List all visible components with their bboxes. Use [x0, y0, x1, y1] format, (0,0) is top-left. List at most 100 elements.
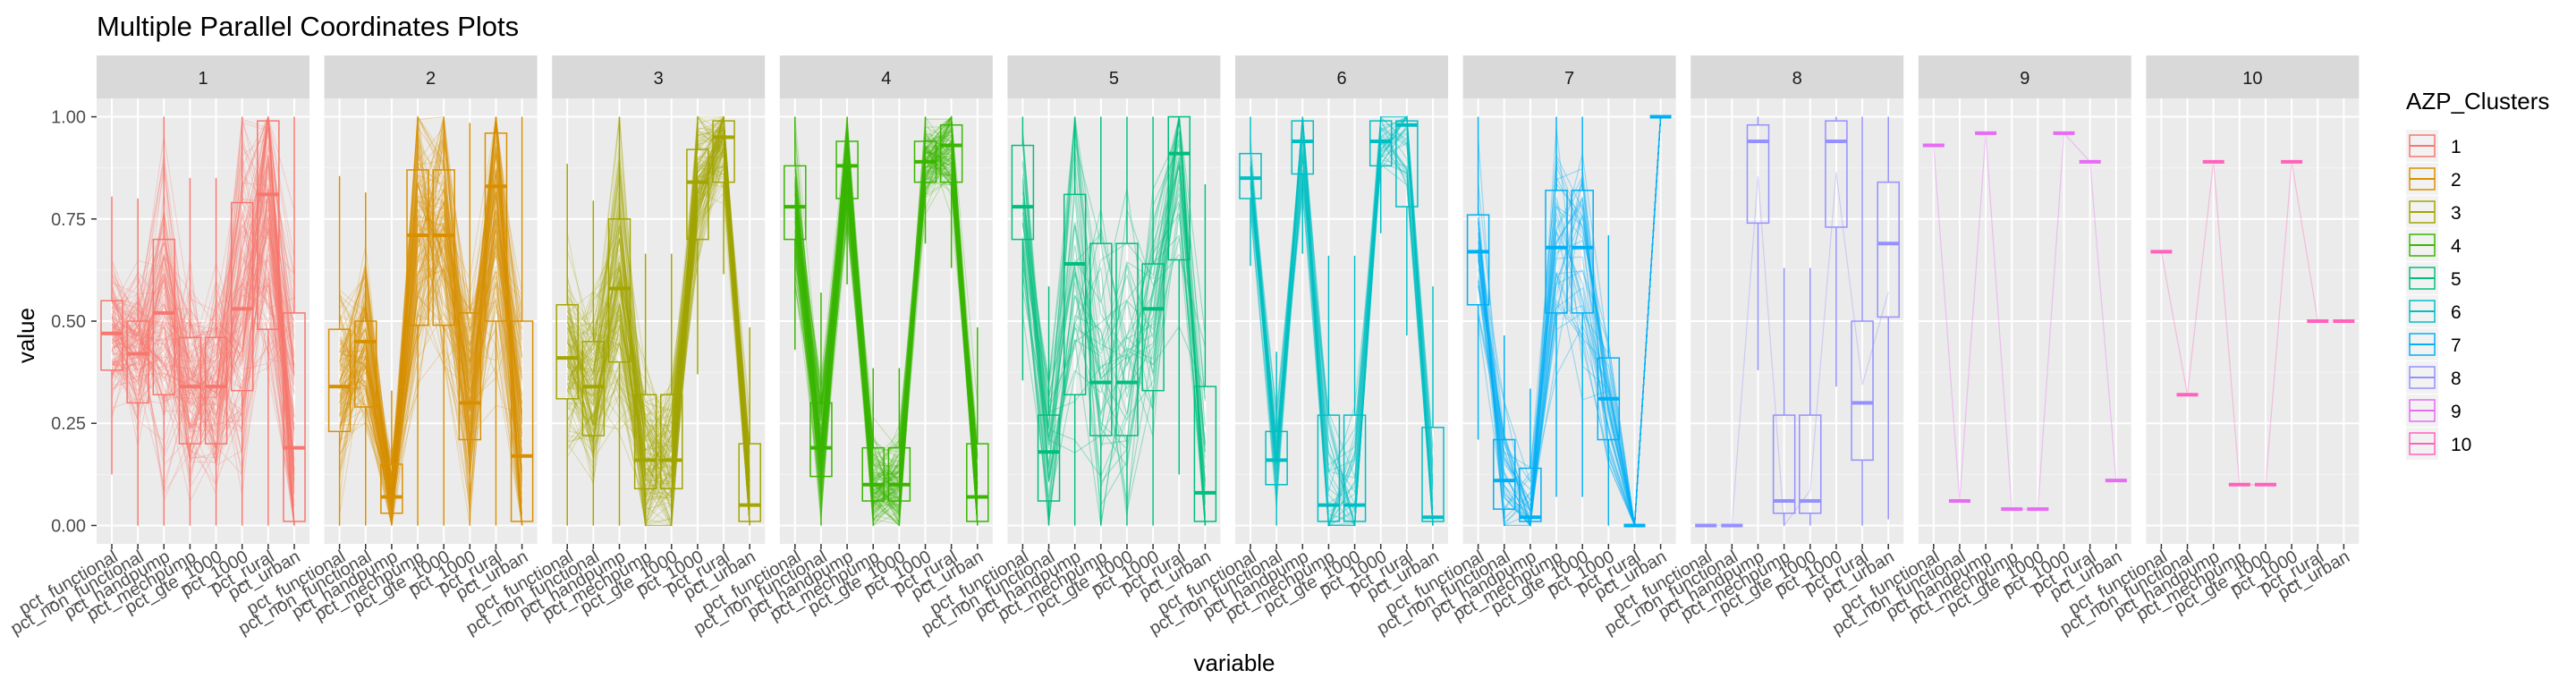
observation-line — [566, 135, 750, 508]
observation-line — [1478, 116, 1662, 527]
observation-line — [339, 182, 523, 461]
observation-line — [339, 215, 523, 503]
observation-line — [566, 166, 750, 483]
observation-line — [1021, 116, 1206, 512]
observation-line — [1250, 150, 1434, 527]
observation-line — [339, 218, 523, 484]
observation-line — [1250, 114, 1434, 526]
observation-line — [339, 116, 523, 526]
observation-line — [111, 335, 295, 524]
observation-line — [1478, 116, 1662, 528]
observation-line — [566, 115, 750, 493]
facet-strip-label: 5 — [1109, 69, 1119, 89]
observation-lines — [339, 114, 523, 526]
observation-line — [111, 116, 295, 526]
observation-line — [566, 116, 750, 473]
observation-line — [111, 144, 295, 368]
observation-line — [339, 174, 523, 493]
observation-line — [111, 116, 295, 479]
observation-line — [566, 116, 750, 526]
observation-line — [794, 155, 979, 526]
facet-panel-5: 5pct_functionalpct_non_functionalpct_han… — [919, 55, 1221, 639]
observation-line — [1250, 125, 1434, 526]
observation-line — [794, 151, 979, 518]
observation-line — [339, 139, 523, 501]
observation-line — [339, 159, 523, 526]
observation-line — [339, 116, 523, 494]
observation-line — [111, 242, 295, 476]
observation-line — [1933, 131, 2117, 510]
observation-line — [567, 157, 750, 501]
observation-line — [111, 173, 295, 402]
y-tick-label: 0.75 — [51, 210, 86, 230]
legend-item-9: 9 — [2406, 394, 2462, 427]
observation-line — [566, 132, 750, 526]
observation-line — [111, 293, 295, 431]
observation-line — [339, 184, 523, 489]
observation-line — [111, 180, 295, 446]
observation-line — [111, 277, 295, 526]
observation-line — [111, 199, 295, 488]
observation-line — [111, 230, 295, 454]
observation-line — [339, 246, 523, 520]
observation-line — [1478, 116, 1662, 527]
observation-line — [1250, 116, 1434, 522]
observation-line — [339, 218, 523, 509]
observation-line — [794, 125, 979, 526]
observation-line — [1021, 116, 1206, 526]
observation-line — [566, 152, 750, 474]
observation-line — [339, 182, 523, 515]
observation-line — [566, 129, 750, 494]
facet-strip-label: 1 — [198, 69, 208, 89]
observation-line — [1478, 116, 1662, 527]
observation-line — [111, 280, 295, 493]
observation-line — [111, 161, 295, 409]
observation-line — [1478, 116, 1662, 527]
observation-line — [794, 135, 979, 526]
observation-line — [566, 137, 750, 496]
observation-line — [339, 185, 523, 507]
legend-label: 9 — [2451, 402, 2462, 422]
observation-line — [339, 129, 523, 499]
legend: 1 2 3 4 5 6 7 8 9 10 — [2406, 130, 2471, 460]
observation-line — [339, 116, 523, 496]
facet-strip-label: 2 — [426, 69, 436, 89]
box-iqr — [204, 336, 228, 445]
observation-line — [339, 116, 523, 496]
observation-line — [794, 127, 979, 526]
box-iqr — [283, 312, 306, 522]
observation-line — [339, 270, 523, 481]
observation-line — [794, 125, 979, 499]
observation-line — [111, 116, 295, 526]
observation-line — [339, 116, 523, 526]
observation-line — [566, 182, 750, 526]
box-iqr — [510, 320, 534, 522]
observation-line — [111, 188, 295, 514]
legend-label: 8 — [2451, 369, 2462, 389]
observation-line — [1250, 115, 1434, 526]
observation-line — [111, 114, 295, 420]
observation-line — [794, 115, 979, 525]
observation-line — [339, 220, 523, 488]
facet-strip-label: 10 — [2242, 69, 2262, 89]
observation-line — [339, 174, 523, 526]
observation-line — [339, 139, 523, 526]
panel-content — [1011, 115, 1217, 526]
box-iqr — [230, 201, 254, 392]
observation-line — [566, 141, 750, 506]
observation-line — [339, 230, 523, 526]
observation-line — [339, 138, 523, 503]
observation-line — [339, 200, 523, 508]
observation-line — [794, 115, 979, 504]
panel-content — [784, 114, 989, 527]
observation-line — [339, 193, 523, 501]
observation-line — [566, 191, 750, 526]
observation-line — [339, 154, 523, 526]
observation-line — [794, 145, 979, 524]
observation-line — [111, 125, 295, 493]
box-iqr — [861, 446, 885, 502]
facet-strip — [1918, 55, 2131, 98]
observation-line — [794, 123, 979, 492]
box-iqr — [1395, 120, 1419, 208]
observation-line — [111, 200, 295, 418]
